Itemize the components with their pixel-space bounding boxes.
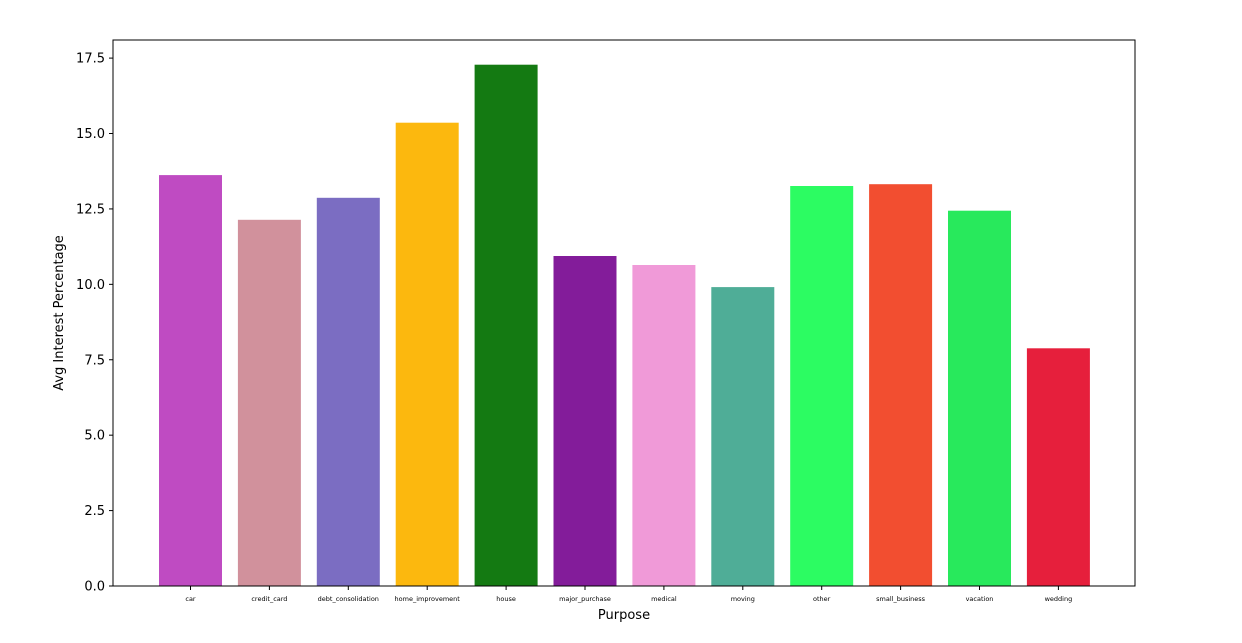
bar-other bbox=[790, 186, 854, 586]
x-axis-label: Purpose bbox=[598, 608, 650, 623]
x-tick-label: house bbox=[496, 595, 516, 603]
bar-debt-consolidation bbox=[316, 197, 380, 587]
bar-wedding bbox=[1026, 348, 1090, 586]
y-tick-label: 0.0 bbox=[84, 580, 105, 595]
x-tick-label: moving bbox=[731, 595, 755, 603]
y-tick-label: 2.5 bbox=[84, 504, 105, 519]
x-tick-label: credit_card bbox=[251, 595, 287, 603]
x-axis: car credit_card debt_consolidation home_imp… bbox=[185, 586, 1072, 603]
x-tick-label: car bbox=[185, 595, 196, 603]
x-tick-label: debt_consolidation bbox=[318, 595, 379, 603]
bar-home-improvement bbox=[395, 122, 459, 586]
x-tick-label: major_purchase bbox=[559, 595, 611, 603]
bar-major-purchase bbox=[553, 256, 617, 586]
y-tick-label: 5.0 bbox=[84, 429, 105, 444]
bar-house bbox=[474, 64, 538, 586]
bar-moving bbox=[711, 287, 775, 586]
y-tick-label: 15.0 bbox=[76, 127, 105, 142]
y-axis: 0.0 2.5 5.0 7.5 10.0 12.5 15.0 17.5 bbox=[76, 52, 113, 595]
bar-vacation bbox=[948, 210, 1011, 586]
y-axis-label: Avg Interest Percentage bbox=[52, 235, 67, 391]
y-tick-label: 7.5 bbox=[84, 353, 105, 368]
y-tick-label: 12.5 bbox=[76, 202, 105, 217]
bar-medical bbox=[632, 265, 696, 586]
x-tick-label: small_business bbox=[876, 595, 926, 603]
x-tick-label: home_improvement bbox=[395, 595, 461, 603]
plot-frame bbox=[112, 39, 1136, 587]
x-tick-label: wedding bbox=[1045, 595, 1073, 603]
y-tick-label: 17.5 bbox=[76, 52, 105, 67]
x-tick-label: vacation bbox=[966, 595, 994, 603]
x-tick-label: medical bbox=[651, 595, 677, 603]
bar-small-business bbox=[869, 184, 933, 586]
bar-credit-card bbox=[237, 219, 301, 587]
bar-car bbox=[159, 175, 222, 586]
y-tick-label: 10.0 bbox=[76, 278, 105, 293]
x-tick-label: other bbox=[813, 595, 831, 603]
bars-group bbox=[159, 64, 1090, 587]
